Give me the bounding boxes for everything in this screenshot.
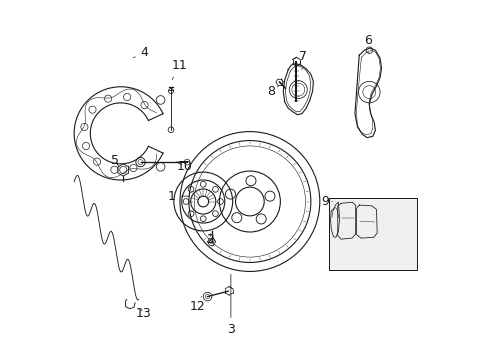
Text: 3: 3 <box>226 274 234 336</box>
Text: 2: 2 <box>206 233 214 246</box>
Text: 1: 1 <box>168 190 189 203</box>
Text: 7: 7 <box>298 50 306 69</box>
Circle shape <box>168 127 174 133</box>
Bar <box>328 198 416 270</box>
Text: 13: 13 <box>135 307 151 320</box>
Text: 12: 12 <box>190 297 205 313</box>
Text: 5: 5 <box>110 154 119 167</box>
Circle shape <box>184 159 190 165</box>
Text: 10: 10 <box>176 160 192 173</box>
Text: 4: 4 <box>133 46 148 59</box>
Text: 11: 11 <box>171 59 187 80</box>
Circle shape <box>136 157 145 167</box>
Circle shape <box>203 292 211 301</box>
Text: 6: 6 <box>364 33 371 53</box>
Text: 9: 9 <box>321 195 332 208</box>
Text: 8: 8 <box>266 85 278 98</box>
